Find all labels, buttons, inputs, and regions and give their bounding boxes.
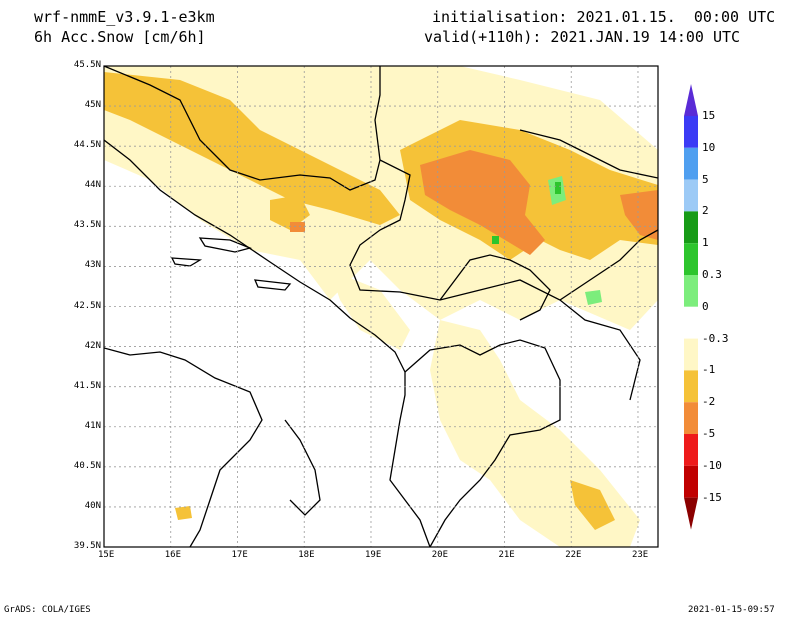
italy-coast (104, 347, 263, 547)
colorbar-label: 2 (702, 204, 709, 218)
colorbar-label: 5 (702, 172, 709, 186)
credit-text: GrADS: COLA/IGES (4, 605, 91, 615)
snow-field (104, 66, 658, 547)
snow-area-heavy-core (420, 150, 545, 255)
lat-tick-label: 41.5N (73, 380, 101, 391)
border-romania (519, 129, 658, 179)
colorbar-label: 10 (702, 140, 716, 154)
adriatic-east-coast (104, 139, 431, 547)
lat-tick-label: 43N (84, 260, 101, 271)
snow-area-mid-small1 (270, 195, 310, 230)
colorbar-swatch (684, 338, 698, 371)
lat-tick-label: 42.5N (73, 300, 101, 311)
colorbar-swatch (684, 465, 698, 498)
border-bulgaria (559, 229, 658, 301)
lon-tick-label: 17E (231, 550, 248, 560)
lat-tick-label: 40N (84, 500, 101, 511)
colorbar-label: -5 (702, 427, 716, 440)
snow-spot-green4 (555, 182, 561, 194)
lon-tick-label: 18E (298, 550, 315, 560)
lon-tick-label: 21E (498, 550, 515, 560)
lat-tick-label: 41N (84, 420, 101, 431)
lon-tick-label: 16E (164, 550, 181, 560)
colorbar-label: -0.3 (702, 331, 729, 345)
model-title: wrf-nmmE_v3.9.1-e3km (34, 8, 215, 26)
map-frame (103, 65, 659, 548)
snow-area-mid-small3 (175, 506, 192, 520)
lon-tick-label: 23E (631, 550, 649, 560)
colorbar-swatch (684, 306, 698, 339)
lon-tick-label: 22E (565, 550, 582, 560)
snow-area-mid-small2 (570, 480, 615, 530)
coastlines-borders (104, 66, 658, 547)
snow-spot-green3 (492, 236, 499, 244)
lat-tick-label: 40.5N (73, 460, 101, 471)
colorbar-label: 0 (702, 299, 709, 313)
colorbar-bottom-triangle (684, 497, 698, 530)
lon-tick-label: 19E (364, 550, 382, 560)
timestamp-text: 2021-01-15-09:57 (688, 605, 775, 615)
border-serbia (349, 159, 641, 401)
island-1 (198, 237, 253, 253)
valid-time: valid(+110h): 2021.JAN.19 14:00 UTC (424, 28, 741, 46)
colorbar-swatch (684, 434, 698, 466)
colorbar-swatch (684, 275, 698, 307)
lat-tick-label: 45N (84, 100, 101, 111)
field-title: 6h Acc.Snow [cm/6h] (34, 28, 206, 46)
lat-tick-label: 43.5N (73, 220, 101, 231)
italy-heel (284, 419, 321, 516)
lat-tick-label: 44N (84, 180, 101, 191)
colorbar-label: 1 (702, 236, 709, 250)
colorbar-swatch (684, 243, 698, 275)
snow-area-heavy-east (620, 190, 658, 240)
colorbar-label: -10 (702, 458, 722, 472)
snow-area-light-coast (330, 270, 410, 350)
snow-area-mid-west (104, 72, 400, 225)
lat-tick-label: 44.5N (73, 140, 101, 151)
colorbar-label: -1 (702, 363, 716, 377)
border-croatia-bosnia (104, 66, 381, 191)
lon-tick-label: 15E (98, 550, 115, 560)
colorbar-swatch (684, 147, 698, 180)
colorbar-swatch (684, 370, 698, 403)
lat-tick-label: 42N (84, 340, 101, 351)
snow-area-heavy-small (290, 222, 305, 232)
island-3 (253, 279, 292, 291)
lon-tick-label: 20E (431, 550, 448, 560)
border-albania-greece (404, 339, 561, 547)
border-kosovo (439, 254, 551, 321)
init-time: initialisation: 2021.01.15. 00:00 UTC (432, 8, 776, 26)
lat-tick-label: 39.5N (73, 541, 101, 551)
colorbar-label: -2 (702, 395, 716, 409)
colorbar-label: 0.3 (702, 268, 722, 281)
colorbar-swatch (684, 179, 698, 212)
colorbar-label: -15 (702, 490, 722, 504)
colorbar-swatch (684, 402, 698, 434)
snow-spot-green2 (585, 290, 602, 305)
colorbar (684, 84, 698, 530)
colorbar-swatch (684, 116, 698, 148)
colorbar-top-triangle (684, 84, 698, 116)
island-2 (170, 257, 203, 267)
colorbar-label: 15 (702, 109, 716, 122)
lat-tick-label: 45.5N (73, 60, 101, 70)
grid-lines (104, 66, 658, 547)
colorbar-swatch (684, 211, 698, 244)
